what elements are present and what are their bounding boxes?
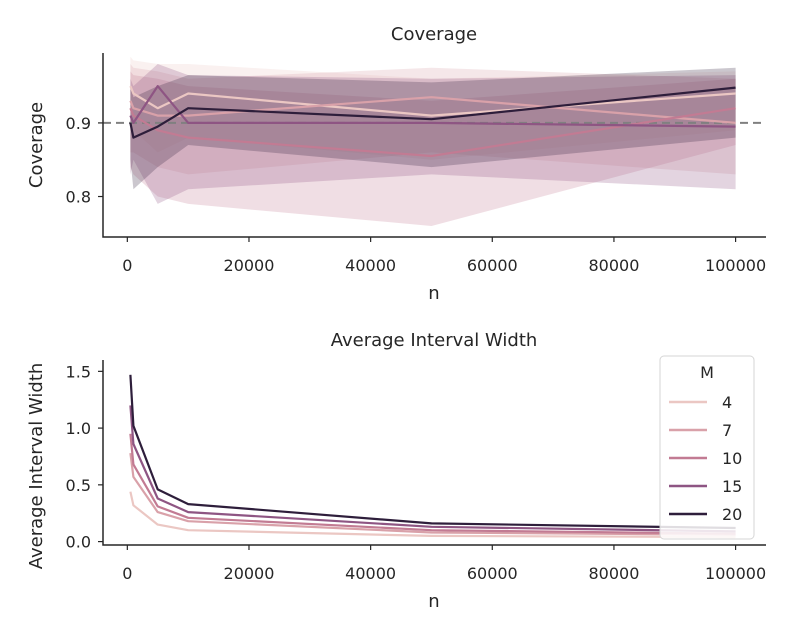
x-tick-label: 80000 <box>588 256 639 275</box>
width-y-ticks: 0.0 0.5 1.0 1.5 <box>66 362 103 552</box>
series-line-7 <box>129 452 736 536</box>
legend: M 4 7 10 15 20 <box>659 355 755 540</box>
legend-items: 4 7 10 15 20 <box>669 393 742 524</box>
series-line-7 <box>129 96 736 124</box>
series-line-10 <box>129 107 736 158</box>
legend-label-10: 10 <box>722 449 742 468</box>
x-tick-label: 60000 <box>467 256 518 275</box>
coverage-lines <box>129 84 736 158</box>
width-panel: Average Interval Width 0 20000 40000 60000 8… <box>26 330 766 612</box>
y-tick-label: 0.5 <box>66 476 91 495</box>
series-line-20 <box>129 374 736 530</box>
series-line-15 <box>129 405 736 533</box>
legend-label-7: 7 <box>722 421 732 440</box>
y-tick-label: 1.5 <box>66 362 91 381</box>
ci-band-20 <box>130 67 736 190</box>
coverage-y-ticks: 0.8 0.9 <box>66 114 103 207</box>
y-tick-label: 0.0 <box>66 533 91 552</box>
x-tick-label: 60000 <box>467 564 518 583</box>
x-tick-label: 20000 <box>224 564 275 583</box>
width-x-label: n <box>428 591 439 612</box>
x-tick-label: 100000 <box>705 564 766 583</box>
series-line-4 <box>129 85 736 117</box>
x-tick-label: 20000 <box>224 256 275 275</box>
coverage-title: Coverage <box>391 24 477 45</box>
legend-label-20: 20 <box>722 505 742 524</box>
coverage-y-label: Coverage <box>26 102 47 188</box>
y-tick-label: 0.8 <box>66 188 91 207</box>
x-tick-label: 40000 <box>345 256 396 275</box>
ci-band-15 <box>130 64 736 204</box>
coverage-axes-spines <box>102 53 766 238</box>
coverage-x-ticks: 0 20000 40000 60000 80000 100000 <box>122 237 766 275</box>
x-tick-label: 0 <box>122 256 132 275</box>
legend-label-4: 4 <box>722 393 732 412</box>
series-line-4 <box>129 491 736 539</box>
x-tick-label: 100000 <box>705 256 766 275</box>
width-lines <box>129 374 736 539</box>
x-tick-label: 80000 <box>588 564 639 583</box>
coverage-panel: Coverage 0 20000 40000 60000 80000 100000 0.8… <box>26 24 766 304</box>
series-line-10 <box>129 433 736 535</box>
ci-band-4 <box>130 56 736 160</box>
y-tick-label: 1.0 <box>66 419 91 438</box>
legend-title: M <box>700 363 714 382</box>
x-tick-label: 0 <box>122 564 132 583</box>
x-tick-label: 40000 <box>345 564 396 583</box>
width-x-ticks: 0 20000 40000 60000 80000 100000 <box>122 545 766 583</box>
legend-label-15: 15 <box>722 477 742 496</box>
width-axes-spines <box>102 360 766 546</box>
coverage-ci-bands <box>130 56 736 227</box>
y-tick-label: 0.9 <box>66 114 91 133</box>
width-title: Average Interval Width <box>331 330 538 351</box>
coverage-x-label: n <box>428 283 439 304</box>
series-line-15 <box>129 84 736 128</box>
width-y-label: Average Interval Width <box>26 363 47 570</box>
series-line-20 <box>129 86 736 139</box>
